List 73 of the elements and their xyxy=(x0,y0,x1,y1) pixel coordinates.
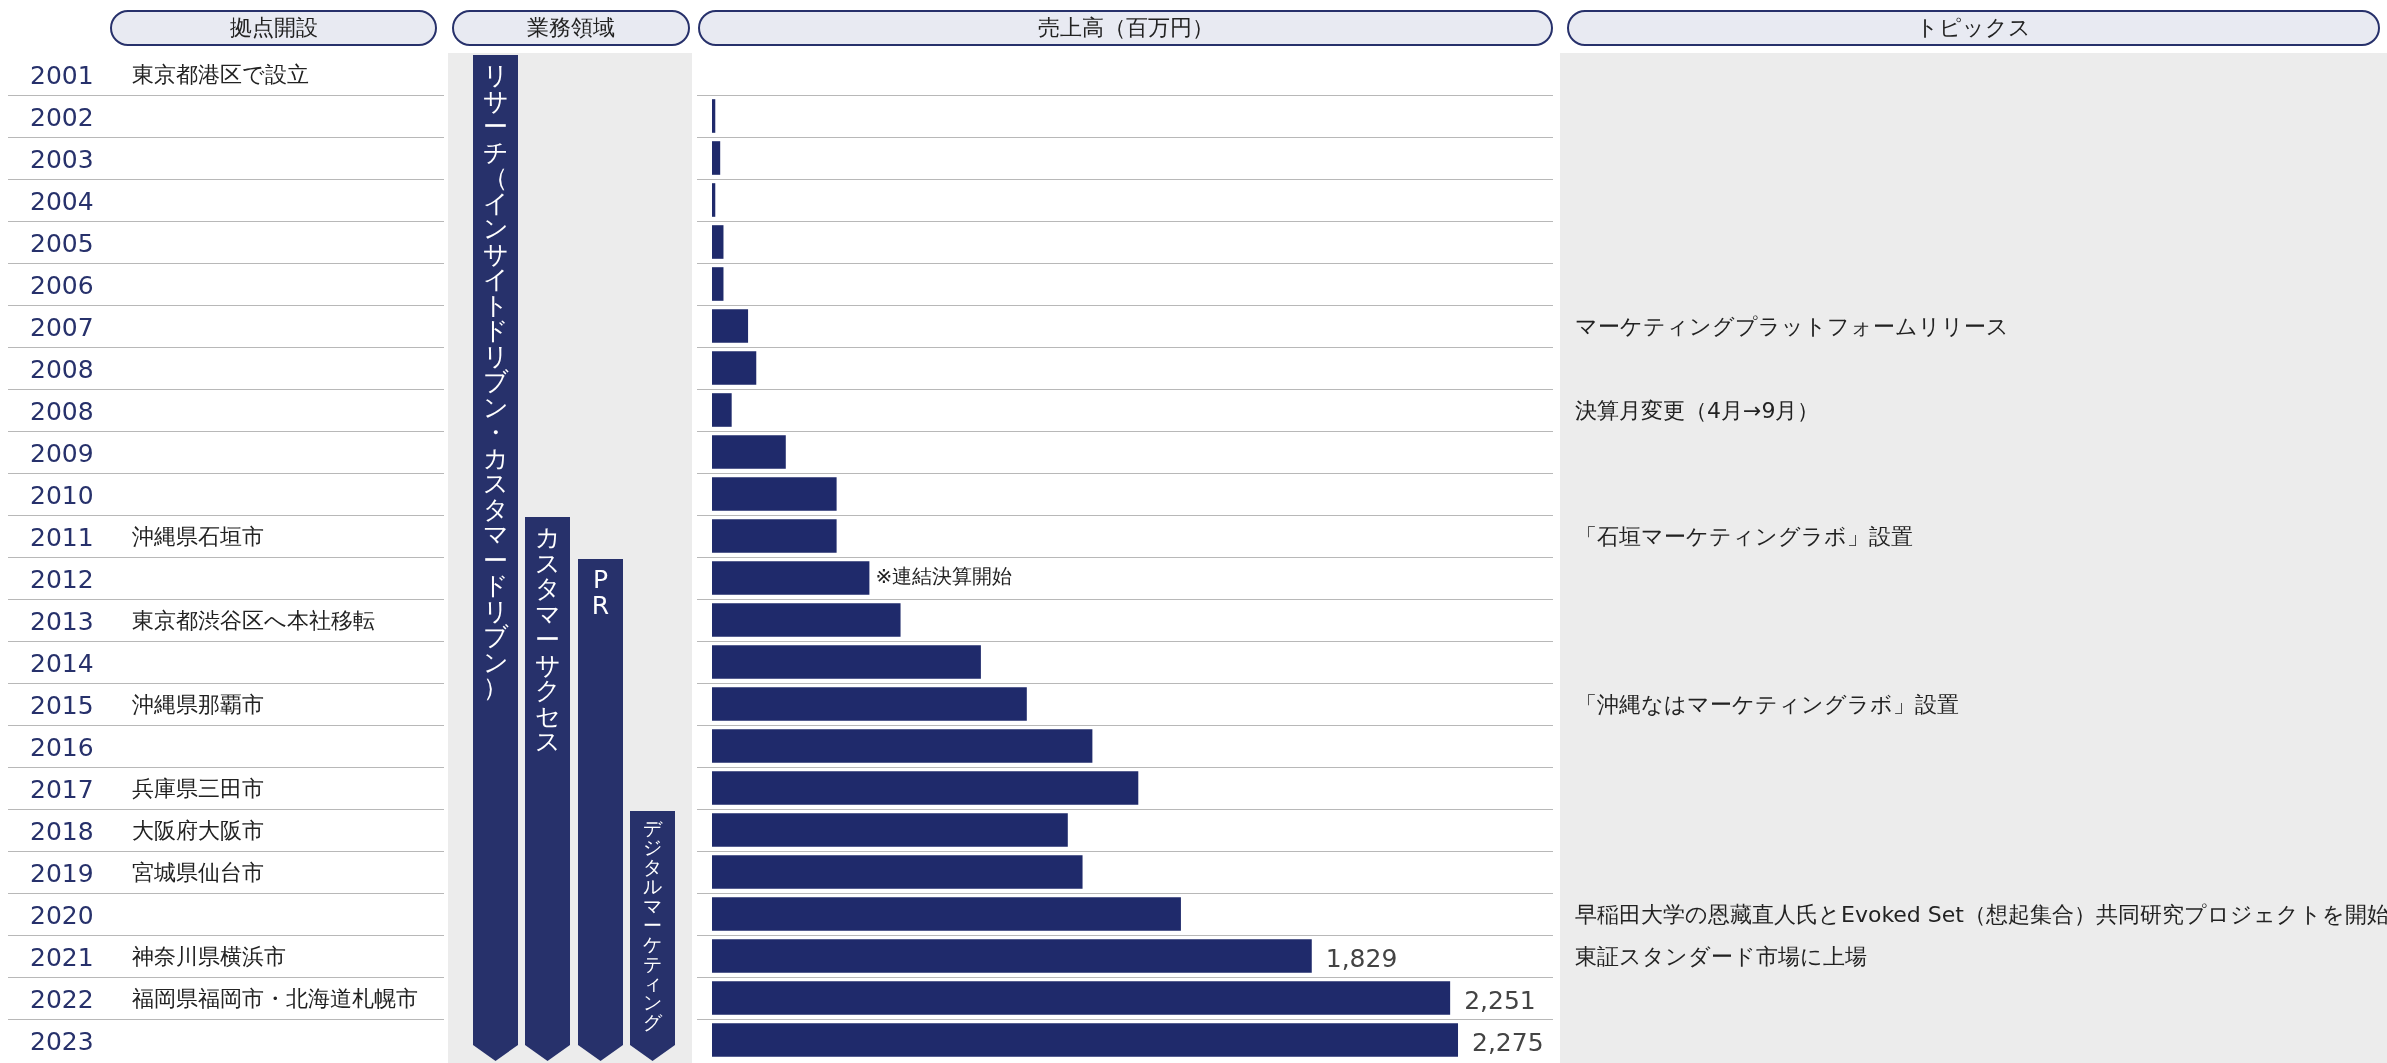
y-tick-label: 2002 xyxy=(30,101,94,134)
bar xyxy=(712,141,721,175)
y-tick-label: 2008 xyxy=(30,353,94,386)
y-tick-label: 2004 xyxy=(30,185,94,218)
text: 大阪府大阪市 xyxy=(132,817,264,845)
y-tick-label: 2006 xyxy=(30,269,94,302)
y-tick-label: 2011 xyxy=(30,521,94,554)
y-tick-label: 2001 xyxy=(30,59,94,92)
bar xyxy=(712,519,837,553)
bar xyxy=(712,687,1027,721)
y-tick-label: 2007 xyxy=(30,311,94,344)
text: 宮城県仙台市 xyxy=(132,859,264,887)
data-label: 2,275 xyxy=(1472,1027,1544,1057)
text: 「石垣マーケティングラボ」設置 xyxy=(1575,523,1913,551)
y-tick-label: 2021 xyxy=(30,941,94,974)
text: 拠点開設 xyxy=(110,10,437,46)
y-tick-label: 2016 xyxy=(30,731,94,764)
data-label: 1,829 xyxy=(1325,943,1398,973)
y-tick-label: 2020 xyxy=(30,899,94,932)
y-tick-label: 2012 xyxy=(30,563,94,596)
bar xyxy=(712,183,716,217)
bar xyxy=(712,477,837,511)
bar xyxy=(712,981,1451,1015)
y-tick-label: 2022 xyxy=(30,983,94,1016)
y-tick-label: 2010 xyxy=(30,479,94,512)
text: カスタマーサクセス xyxy=(535,523,561,756)
bar xyxy=(712,561,870,595)
text: リサーチ（インサイトドリブン・カスタマードリブン） xyxy=(483,61,509,702)
text: 東証スタンダード市場に上場 xyxy=(1575,943,1867,971)
y-tick-label: 2019 xyxy=(30,857,94,890)
bar xyxy=(712,771,1139,805)
text: 決算月変更（4月→9月） xyxy=(1575,397,1820,425)
x-axis-title: 売上高（百万円） xyxy=(698,10,1553,46)
text: 沖縄県那覇市 xyxy=(132,691,264,719)
bar xyxy=(712,225,724,259)
bar xyxy=(712,99,716,133)
text: マーケティングプラットフォームリリース xyxy=(1575,313,2009,341)
y-tick-label: 2023 xyxy=(30,1025,94,1058)
bar xyxy=(712,393,732,427)
text: PR xyxy=(590,565,611,620)
text: 業務領域 xyxy=(452,10,690,46)
bar xyxy=(712,603,901,637)
bar xyxy=(712,939,1312,973)
bar xyxy=(712,813,1068,847)
bar xyxy=(712,435,786,469)
text: 東京都渋谷区へ本社移転 xyxy=(132,607,375,635)
bar xyxy=(712,645,981,679)
y-tick-label: 2015 xyxy=(30,689,94,722)
text: 「沖縄なはマーケティングラボ」設置 xyxy=(1575,691,1959,719)
y-tick-label: 2018 xyxy=(30,815,94,848)
text: 福岡県福岡市・北海道札幌市 xyxy=(132,985,418,1013)
bar xyxy=(712,267,724,301)
text: トピックス xyxy=(1567,10,2380,46)
bar xyxy=(712,1023,1459,1057)
text: 沖縄県石垣市 xyxy=(132,523,264,551)
y-tick-label: 2014 xyxy=(30,647,94,680)
y-tick-label: 2013 xyxy=(30,605,94,638)
text: 東京都港区で設立 xyxy=(132,61,309,89)
bar xyxy=(712,897,1181,931)
data-label: 2,251 xyxy=(1464,985,1536,1015)
y-tick-label: 2008 xyxy=(30,395,94,428)
bar xyxy=(712,351,757,385)
text: デジタルマーケティング xyxy=(643,817,662,1033)
y-tick-label: 2003 xyxy=(30,143,94,176)
text: 神奈川県横浜市 xyxy=(132,943,286,971)
bar xyxy=(712,729,1093,763)
text: 兵庫県三田市 xyxy=(132,775,264,803)
y-tick-label: 2009 xyxy=(30,437,94,470)
y-tick-label: 2005 xyxy=(30,227,94,260)
y-tick-label: 2017 xyxy=(30,773,94,806)
bar xyxy=(712,855,1083,889)
bar xyxy=(712,309,749,343)
annotation: ※連結決算開始 xyxy=(875,564,1013,589)
